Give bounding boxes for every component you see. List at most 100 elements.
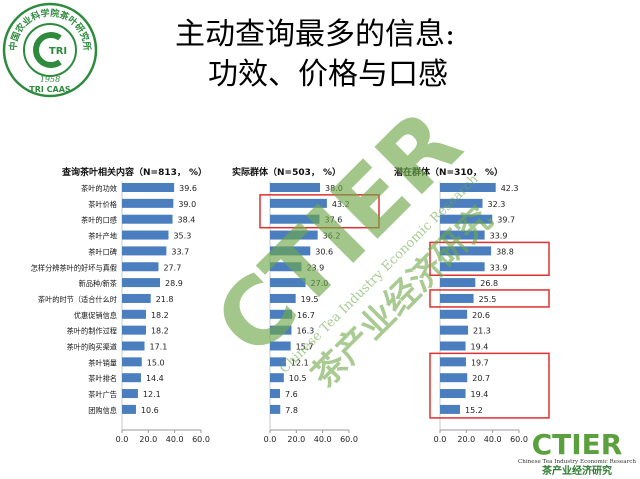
data-label: 19.7 [471,358,489,367]
x-tick-label: 0.0 [264,435,277,444]
bar [122,230,169,240]
bar [270,198,327,208]
data-label: 23.9 [306,263,324,272]
x-tick-label: 60.0 [510,435,528,444]
data-label: 35.3 [173,232,191,241]
data-label: 43.2 [332,200,350,209]
logo-abbr: TRI [49,46,67,57]
category-label: 茶叶的口感 [81,216,117,225]
x-tick-label: 20.0 [457,435,475,444]
bar [122,262,159,272]
data-label: 42.3 [501,184,519,193]
x-tick-label: 60.0 [340,435,358,444]
bar [270,246,311,256]
data-label: 26.8 [480,279,498,288]
x-tick-label: 40.0 [484,435,502,444]
data-label: 14.4 [146,374,164,383]
bar [440,230,485,240]
tri-caas-logo: 中国农业科学院茶叶研究所 TRI 1958 TRI CAAS [2,2,98,98]
ctier-watermark: CTIER Chinese Tea Industry Economic Rese… [200,95,500,395]
x-tick-label: 20.0 [139,435,157,444]
category-label: 优惠促销信息 [74,311,117,320]
data-label: 33.9 [490,263,508,272]
category-label: 茶叶广告 [88,390,117,399]
logo-outer-ring [2,2,98,98]
bar [122,278,161,288]
bar [270,262,302,272]
data-label: 39.7 [497,216,515,225]
data-label: 38.0 [325,184,343,193]
data-label: 15.7 [296,343,314,352]
bar [270,230,318,240]
data-label: 10.5 [289,374,307,383]
category-label: 茶叶的购买渠道 [67,343,117,352]
bar [440,373,468,383]
data-label: 33.9 [490,232,508,241]
bar [122,293,151,303]
data-label: 19.4 [471,343,489,352]
highlight-box [259,194,380,229]
data-label: 27.7 [163,263,181,272]
data-label: 16.7 [297,311,315,320]
bar [122,309,146,319]
category-label: 茶叶的时节（适合什么时 [38,295,117,304]
bar [440,246,492,256]
data-label: 15.2 [465,406,483,415]
bar [440,309,468,319]
data-label: 39.6 [179,184,197,193]
chart-title: 查询茶叶相关内容（N=813， %） [61,166,207,178]
x-tick-label: 60.0 [192,435,210,444]
logo-inner-ring [23,23,77,77]
bar [440,278,476,288]
data-label: 21.8 [156,295,174,304]
logo-year: 1958 [40,75,60,84]
data-label: 12.1 [143,390,161,399]
logo-c-mark [33,32,62,68]
data-label: 28.9 [165,279,183,288]
category-label: 茶叶价格 [88,200,118,209]
data-label: 15.0 [147,358,165,367]
bar [270,183,321,192]
bar [122,325,146,335]
bar [122,357,142,367]
category-label: 怎样分辨茶叶的好坏与真假 [31,263,117,272]
data-label: 18.2 [151,311,169,320]
category-label: 茶叶产地 [88,232,117,241]
bar [270,309,292,319]
bar [270,404,281,414]
category-label: 新品种/新茶 [79,279,117,288]
data-label: 19.5 [301,295,319,304]
data-label: 21.3 [473,327,491,336]
bar [270,325,292,335]
slide-title-line1: 主动查询最多的信息: [175,17,456,52]
data-label: 38.4 [178,216,196,225]
data-label: 12.1 [291,358,309,367]
category-label: 茶叶的功效 [81,184,117,193]
slide-title-line2: 功效、价格与口感 [208,57,448,92]
data-label: 10.6 [141,406,159,415]
bar [122,183,175,192]
data-label: 32.3 [488,200,506,209]
ctier-footer-logo: CTIER Chinese Tea Industry Economic Rese… [518,428,636,476]
bar [440,389,466,399]
highlight-box [429,352,550,419]
bar [270,214,320,224]
bar [270,293,296,303]
category-label: 茶叶的制作过程 [67,327,117,336]
bar [270,341,291,351]
data-label: 37.6 [325,216,343,225]
logo-english: TRI CAAS [29,85,71,94]
data-label: 16.3 [296,327,314,336]
data-label: 38.8 [496,247,514,256]
bar [270,389,281,399]
bar [270,278,306,288]
bar [440,357,466,367]
footer-logo-english: Chinese Tea Industry Economic Research [518,459,636,465]
bar [440,341,466,351]
footer-logo-chinese: 茶产业经济研究 [541,464,612,476]
data-label: 27.0 [311,279,329,288]
bar [122,373,141,383]
bar [122,341,145,351]
